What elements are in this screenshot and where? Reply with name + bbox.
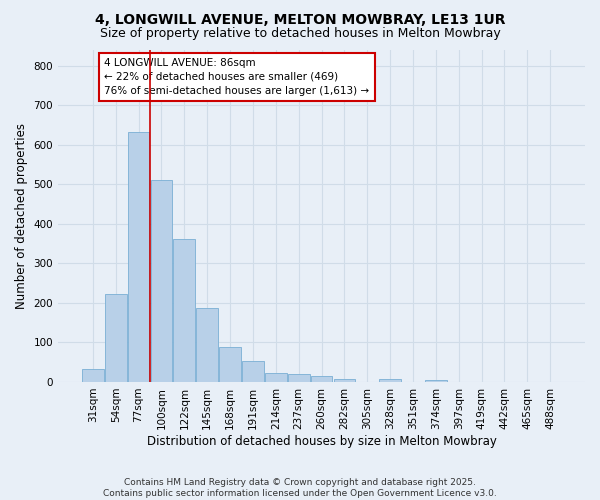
Bar [242,360,264,382]
Bar [288,374,310,382]
Bar [265,374,287,382]
Bar [379,379,401,382]
Text: Contains HM Land Registry data © Crown copyright and database right 2025.
Contai: Contains HM Land Registry data © Crown c… [103,478,497,498]
Text: 4 LONGWILL AVENUE: 86sqm
← 22% of detached houses are smaller (469)
76% of semi-: 4 LONGWILL AVENUE: 86sqm ← 22% of detach… [104,58,370,96]
Text: Size of property relative to detached houses in Melton Mowbray: Size of property relative to detached ho… [100,28,500,40]
Bar [173,238,195,382]
Bar [105,294,127,382]
Bar [425,380,447,382]
Bar [82,369,104,382]
Bar [128,132,149,382]
Bar [151,180,172,382]
Text: 4, LONGWILL AVENUE, MELTON MOWBRAY, LE13 1UR: 4, LONGWILL AVENUE, MELTON MOWBRAY, LE13… [95,12,505,26]
Bar [196,308,218,382]
X-axis label: Distribution of detached houses by size in Melton Mowbray: Distribution of detached houses by size … [146,434,496,448]
Bar [334,379,355,382]
Y-axis label: Number of detached properties: Number of detached properties [15,123,28,309]
Bar [311,376,332,382]
Bar [219,347,241,382]
